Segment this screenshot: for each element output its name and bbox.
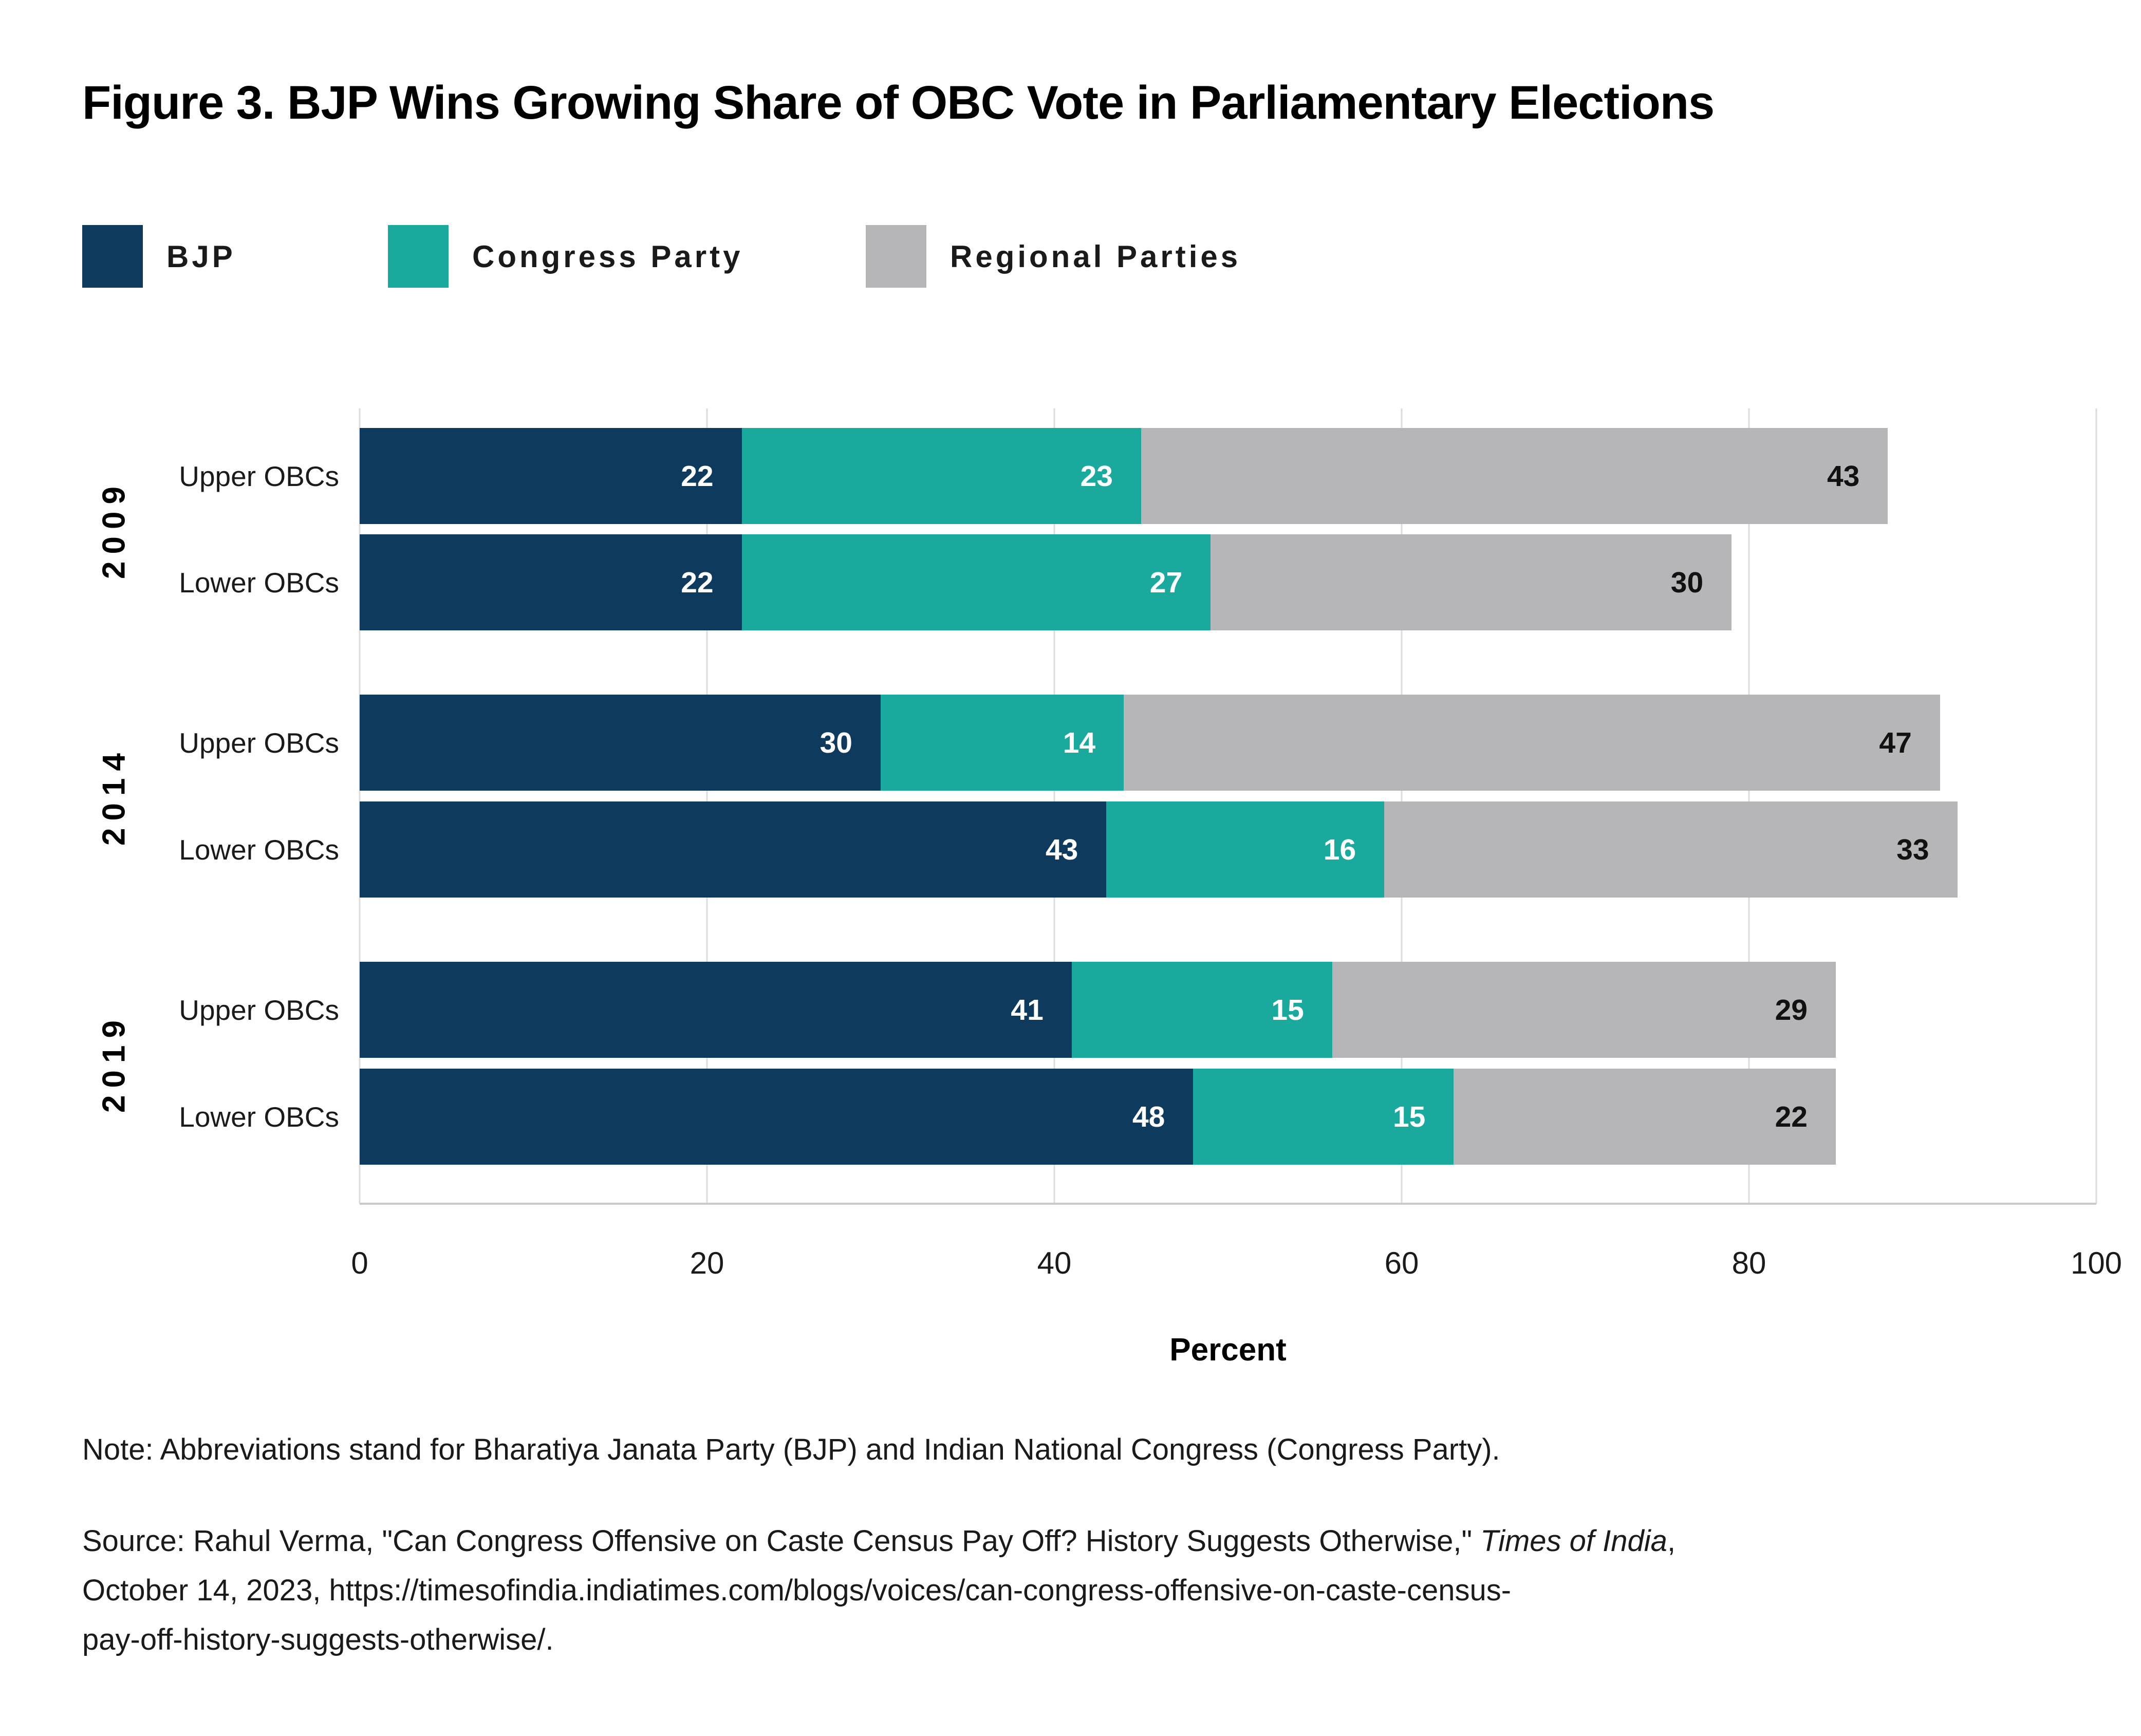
source-line: pay-off-history-suggests-otherwise/. [82,1615,2065,1665]
bar-segment-regional-parties: 43 [1141,428,1888,524]
bar-row-2019-upper-obcs: 41 15 29 [360,962,2096,1058]
bar-row-2019-lower-obcs: 48 15 22 [360,1069,2096,1165]
bar-value-label: 47 [1879,726,1912,759]
source-line-text: Source: Rahul Verma, "Can Congress Offen… [82,1524,1481,1558]
bar-value-label: 30 [1670,566,1704,599]
bar-segment-bjp: 30 [360,695,881,791]
source-line: October 14, 2023, https://timesofindia.i… [82,1566,2065,1615]
year-label-2009: 2009 [96,479,132,579]
bar-row-2014-upper-obcs: 30 14 47 [360,695,2096,791]
bar-row-2009-lower-obcs: 22 27 30 [360,534,2096,630]
x-axis-line [360,1203,2096,1205]
x-tick-0: 0 [351,1246,368,1280]
x-axis-ticks: 0 20 40 60 80 100 [351,1245,2122,1286]
source-line-text: , [1667,1524,1676,1558]
bar-value-label: 14 [1063,726,1096,759]
bar-value-label: 48 [1132,1100,1165,1133]
bar-value-label: 23 [1080,459,1113,493]
bar-segment-regional-parties: 47 [1124,695,1940,791]
bar-segment-congress-party: 15 [1071,962,1332,1058]
legend-swatch-congress-party [388,225,449,288]
bar-value-label: 15 [1271,993,1304,1026]
legend-item-regional-parties: Regional Parties [866,225,1241,288]
bar-row-2009-upper-obcs: 22 23 43 [360,428,2096,524]
bar-segment-regional-parties: 29 [1332,962,1836,1058]
bar-segment-regional-parties: 33 [1384,801,1958,898]
source-line-text: October 14, 2023, https://timesofindia.i… [82,1574,1512,1607]
bar-value-label: 27 [1149,566,1183,599]
bar-segment-bjp: 41 [360,962,1072,1058]
legend-item-congress-party: Congress Party [388,225,743,288]
bar-segment-regional-parties: 30 [1211,534,1732,630]
x-axis-title: Percent [1169,1332,1287,1368]
row-label-2009-lower-obcs: Lower OBCs [179,566,339,599]
bar-value-label: 41 [1011,993,1044,1026]
bar-row-2014-lower-obcs: 43 16 33 [360,801,2096,898]
source-publication-italic: Times of India [1480,1524,1667,1558]
note-text: Note: Abbreviations stand for Bharatiya … [82,1433,1500,1466]
bar-segment-regional-parties: 22 [1454,1069,1836,1165]
bar-segment-bjp: 22 [360,428,742,524]
figure-title: Figure 3. BJP Wins Growing Share of OBC … [82,77,1715,129]
source-text: Source: Rahul Verma, "Can Congress Offen… [82,1517,2065,1665]
bar-value-label: 30 [820,726,852,759]
gridline-100 [2095,408,2097,1204]
bar-value-label: 15 [1392,1100,1426,1133]
row-label-2019-upper-obcs: Upper OBCs [179,994,339,1026]
row-label-2014-upper-obcs: Upper OBCs [179,726,339,759]
source-line-text: pay-off-history-suggests-otherwise/. [82,1623,554,1656]
x-tick-20: 20 [690,1246,724,1280]
source-line: Source: Rahul Verma, "Can Congress Offen… [82,1517,2065,1566]
bar-value-label: 33 [1896,833,1929,866]
row-label-2009-upper-obcs: Upper OBCs [179,460,339,492]
bar-segment-congress-party: 23 [741,428,1141,524]
bar-segment-congress-party: 16 [1106,801,1385,898]
bar-value-label: 22 [681,459,714,493]
x-tick-80: 80 [1732,1246,1766,1280]
bar-segment-bjp: 22 [360,534,742,630]
bar-segment-congress-party: 14 [881,695,1124,791]
bar-value-label: 43 [1827,459,1860,493]
legend-label: BJP [166,239,236,274]
legend-item-bjp: BJP [82,225,236,288]
chart-plot-area: 22 23 43 22 27 30 30 14 47 43 16 33 41 15 29 48 15 22 [359,408,2097,1205]
year-label-2019: 2019 [96,1013,132,1113]
legend-swatch-bjp [82,225,143,288]
x-tick-100: 100 [2070,1246,2123,1280]
x-tick-40: 40 [1037,1246,1072,1280]
bar-value-label: 22 [681,566,714,599]
bar-segment-congress-party: 15 [1193,1069,1454,1165]
bar-value-label: 29 [1775,993,1808,1026]
bar-segment-bjp: 43 [360,801,1107,898]
legend: BJP Congress Party Regional Parties [82,225,1932,289]
bar-value-label: 22 [1775,1100,1808,1133]
legend-label: Congress Party [472,239,743,274]
bar-segment-bjp: 48 [360,1069,1194,1165]
x-tick-60: 60 [1384,1246,1419,1280]
year-label-2014: 2014 [96,746,132,846]
bar-value-label: 43 [1045,833,1078,866]
row-label-2014-lower-obcs: Lower OBCs [179,833,339,866]
row-labels: Upper OBCs Lower OBCs Upper OBCs Lower OBCs… [0,408,339,1204]
bar-segment-congress-party: 27 [741,534,1211,630]
row-label-2019-lower-obcs: Lower OBCs [179,1100,339,1133]
legend-label: Regional Parties [950,239,1241,274]
bar-value-label: 16 [1323,833,1356,866]
legend-swatch-regional-parties [866,225,926,288]
